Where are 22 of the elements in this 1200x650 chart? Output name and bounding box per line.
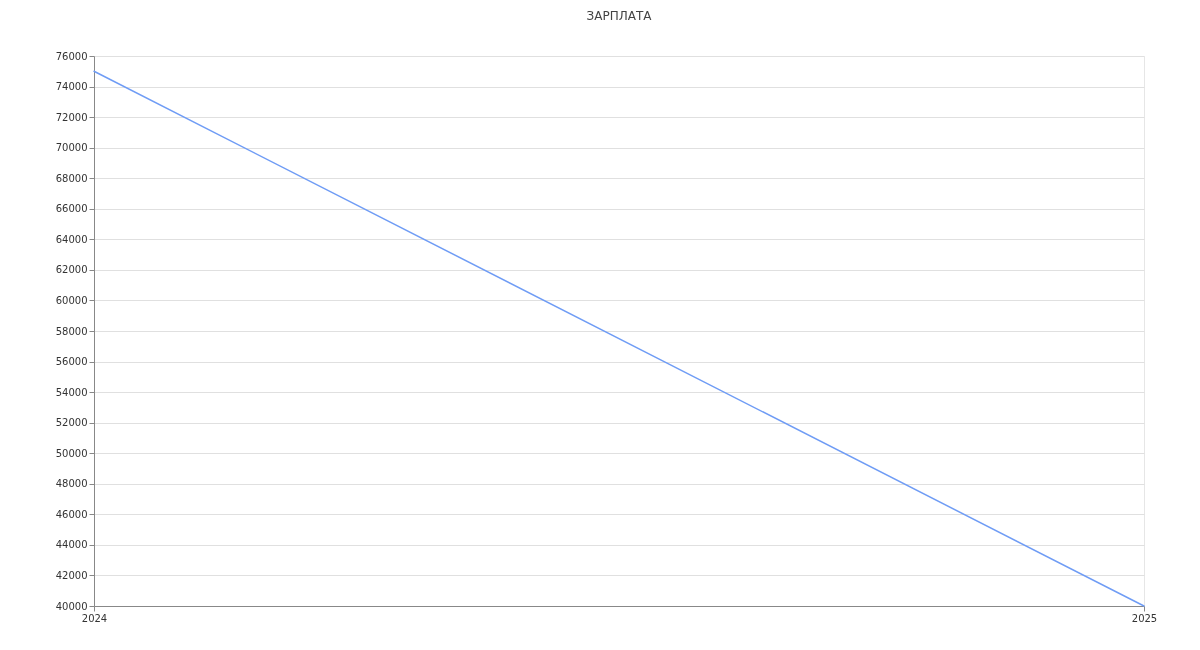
x-tick-label: 2024 [81,612,108,624]
y-tick-label: 76000 [55,50,88,62]
y-tick-label: 64000 [55,233,88,245]
y-tick-label: 52000 [55,417,88,429]
y-tick-label: 68000 [55,172,88,184]
y-tick-label: 66000 [55,203,88,215]
y-tick-label: 70000 [55,142,88,154]
y-tick-label: 72000 [55,111,88,123]
y-tick-label: 54000 [55,386,88,398]
chart-title: ЗАРПЛАТА [586,9,653,23]
y-tick-label: 60000 [55,294,88,306]
y-tick-label: 42000 [55,569,88,581]
y-tick-label: 74000 [55,81,88,93]
y-tick-label: 48000 [55,478,88,490]
x-tick-label: 2025 [1131,612,1158,624]
y-tick-label: 46000 [55,508,88,520]
y-tick-label: 56000 [55,356,88,368]
y-tick-label: 58000 [55,325,88,337]
y-tick-label: 40000 [55,600,88,612]
y-tick-label: 62000 [55,264,88,276]
y-tick-label: 50000 [55,447,88,459]
y-tick-label: 44000 [55,539,88,551]
